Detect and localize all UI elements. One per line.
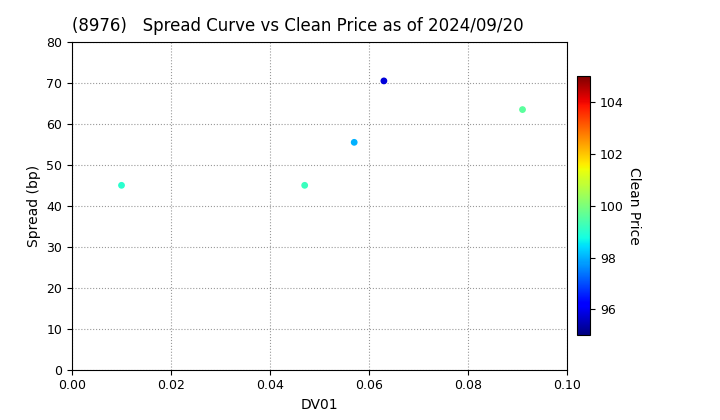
Point bbox=[378, 78, 390, 84]
Point bbox=[116, 182, 127, 189]
Text: (8976)   Spread Curve vs Clean Price as of 2024/09/20: (8976) Spread Curve vs Clean Price as of… bbox=[72, 17, 523, 35]
Y-axis label: Spread (bp): Spread (bp) bbox=[27, 165, 41, 247]
Point bbox=[517, 106, 528, 113]
Y-axis label: Clean Price: Clean Price bbox=[626, 167, 641, 245]
X-axis label: DV01: DV01 bbox=[301, 398, 338, 412]
Point bbox=[299, 182, 310, 189]
Point bbox=[348, 139, 360, 146]
